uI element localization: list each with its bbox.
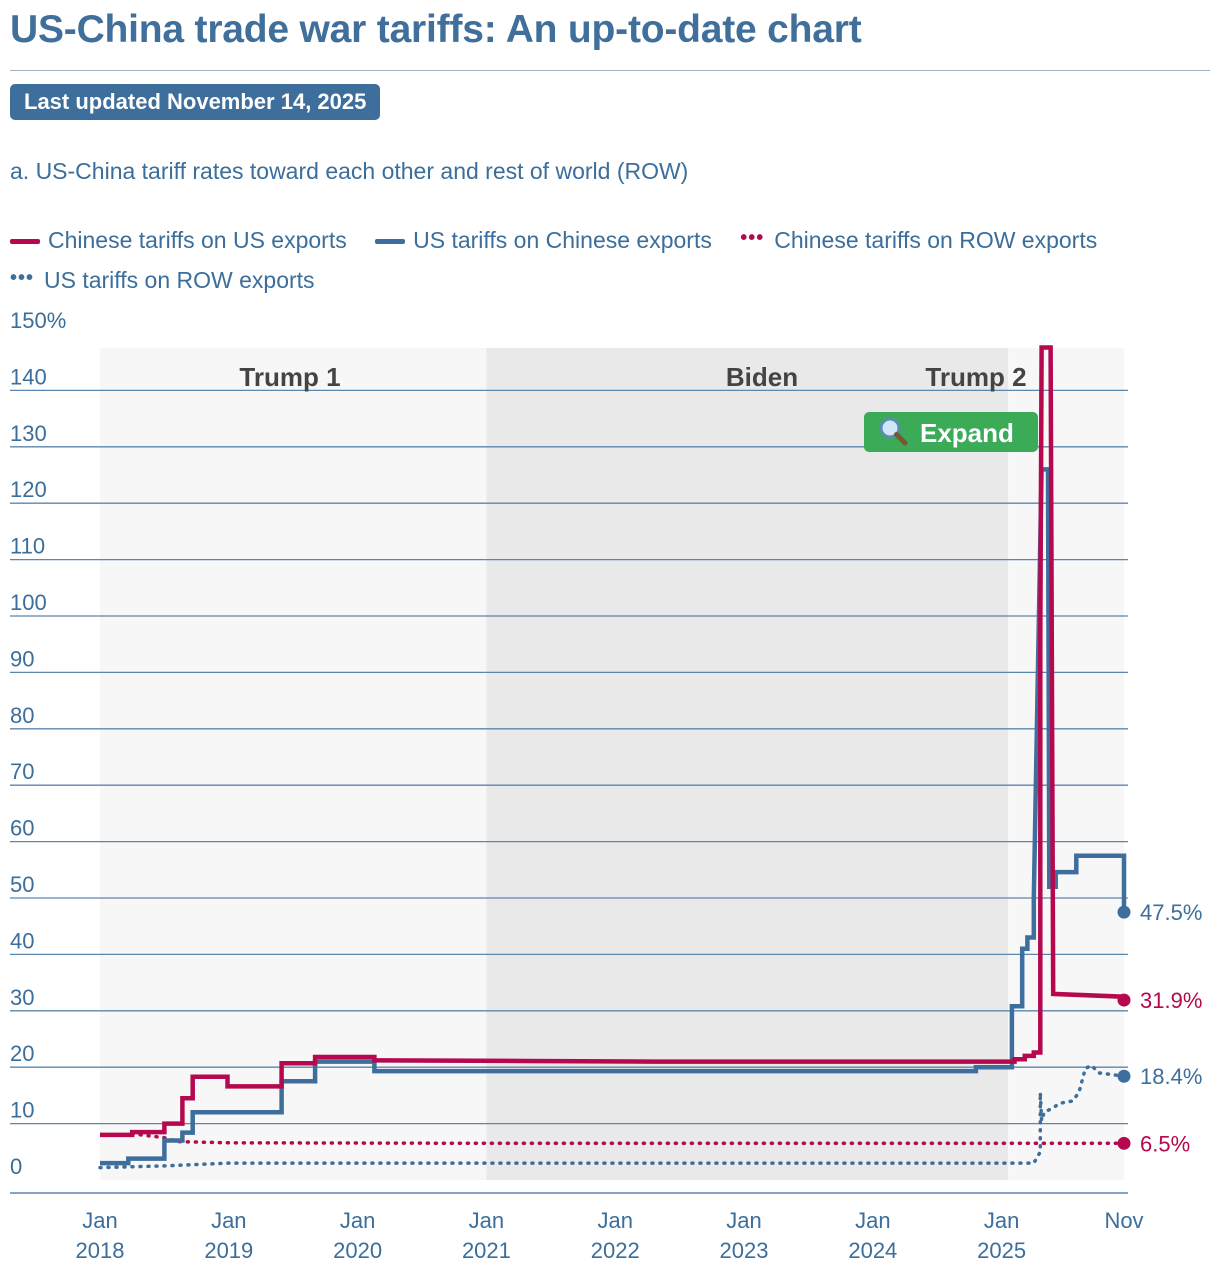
y-tick-label: 20 [10, 1041, 34, 1066]
series-end-marker [1117, 1069, 1131, 1083]
y-tick-label: 90 [10, 646, 34, 671]
x-tick-label: Jan [211, 1208, 246, 1233]
period-label: Biden [726, 362, 798, 392]
series-line [98, 1063, 1126, 1170]
period-band [1008, 348, 1124, 1180]
y-tick-label: 120 [10, 477, 47, 502]
chart-subtitle: a. US-China tariff rates toward each oth… [10, 158, 689, 184]
series-end-label: 6.5% [1140, 1131, 1190, 1156]
x-tick-year: 2018 [76, 1238, 125, 1263]
series-end-label: 18.4% [1140, 1064, 1202, 1089]
y-tick-label: 50 [10, 872, 34, 897]
y-tick-label: 10 [10, 1098, 34, 1123]
legend-label: Chinese tariffs on ROW exports [774, 227, 1098, 253]
y-tick-label: 150% [10, 308, 66, 333]
series-end-marker [1117, 1136, 1131, 1150]
x-tick-label: Jan [597, 1208, 632, 1233]
legend-item-china-row[interactable]: ••• Chinese tariffs on ROW exports [740, 227, 1097, 253]
y-tick-label: 80 [10, 703, 34, 728]
x-tick-year: 2020 [333, 1238, 382, 1263]
y-tick-label: 130 [10, 421, 47, 446]
legend-label: Chinese tariffs on US exports [48, 227, 347, 253]
y-tick-label: 60 [10, 816, 34, 841]
expand-button[interactable]: Expand [864, 412, 1038, 452]
series-end-marker [1117, 993, 1131, 1007]
series-line [100, 467, 1127, 1166]
legend-swatch [375, 239, 406, 245]
series-line [130, 1132, 1126, 1146]
legend-item-us-row[interactable]: ••• US tariffs on ROW exports [10, 267, 315, 293]
magnifier-icon [879, 417, 908, 446]
y-tick-label: 40 [10, 928, 34, 953]
period-label: Trump 2 [925, 362, 1026, 392]
y-tick-label: 30 [10, 985, 34, 1010]
series-line [100, 345, 1127, 1138]
period-band [100, 348, 487, 1180]
x-tick-year: 2019 [204, 1238, 253, 1263]
legend-label: US tariffs on ROW exports [44, 267, 315, 293]
series-end-marker [1117, 905, 1131, 919]
x-tick-year: 2022 [591, 1238, 640, 1263]
x-tick-label: Jan [984, 1208, 1019, 1233]
x-tick-label: Jan [855, 1208, 890, 1233]
x-tick-year: 2025 [977, 1238, 1026, 1263]
series-end-label: 47.5% [1140, 900, 1202, 925]
period-band [486, 348, 1009, 1180]
series-end-label: 31.9% [1140, 988, 1202, 1013]
y-tick-label: 140 [10, 364, 47, 389]
legend-item-china-us[interactable]: Chinese tariffs on US exports [10, 227, 347, 253]
y-tick-label: 0 [10, 1154, 22, 1179]
period-label: Trump 1 [239, 362, 340, 392]
x-tick-label: Jan [340, 1208, 375, 1233]
legend-item-us-china[interactable]: US tariffs on Chinese exports [375, 227, 712, 253]
y-tick-label: 110 [10, 534, 45, 559]
x-tick-year: 2024 [848, 1238, 897, 1263]
x-tick-label: Jan [82, 1208, 117, 1233]
x-tick-label: Jan [726, 1208, 761, 1233]
x-tick-label: Nov [1104, 1208, 1143, 1233]
y-tick-label: 70 [10, 759, 34, 784]
page-title: US-China trade war tariffs: An up-to-dat… [10, 8, 862, 51]
expand-label: Expand [920, 418, 1014, 448]
x-tick-year: 2021 [462, 1238, 511, 1263]
x-tick-label: Jan [469, 1208, 504, 1233]
y-tick-label: 100 [10, 590, 47, 615]
title-divider [10, 70, 1210, 71]
legend-label: US tariffs on Chinese exports [413, 227, 712, 253]
chart-legend: Chinese tariffs on US exports US tariffs… [10, 220, 1210, 300]
legend-swatch [10, 239, 40, 245]
x-tick-year: 2023 [720, 1238, 769, 1263]
last-updated-badge: Last updated November 14, 2025 [10, 84, 381, 120]
